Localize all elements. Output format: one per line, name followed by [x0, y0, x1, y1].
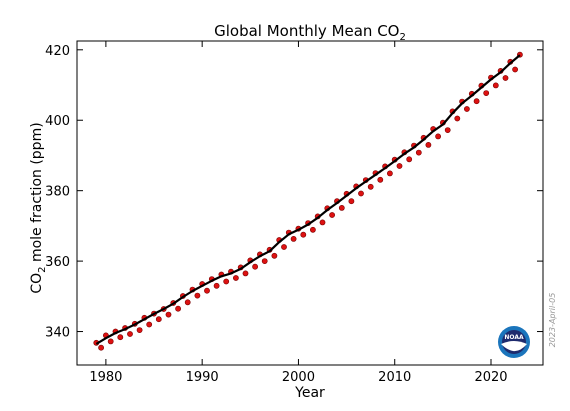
x-tick-label: 1990	[186, 370, 219, 385]
data-point	[348, 198, 355, 205]
data-point	[492, 82, 499, 89]
y-tick-label: 340	[45, 326, 70, 341]
data-point	[261, 258, 268, 264]
data-point	[184, 299, 191, 306]
data-point	[386, 170, 393, 177]
data-point	[223, 278, 230, 285]
data-point	[165, 311, 172, 318]
data-point	[329, 212, 335, 218]
data-point	[175, 305, 181, 312]
data-point	[396, 163, 403, 169]
noaa-logo-text: NOAA	[504, 334, 524, 341]
data-point	[204, 287, 210, 294]
data-point	[300, 231, 307, 238]
monthly-points	[93, 51, 523, 351]
chart-title: Global Monthly Mean CO2	[214, 22, 406, 43]
y-label-subscript: 2	[37, 267, 48, 273]
trend-line	[95, 54, 521, 345]
data-point	[271, 252, 278, 259]
data-point	[435, 133, 441, 140]
data-point	[319, 219, 326, 226]
data-point	[194, 292, 201, 299]
data-point	[358, 190, 364, 197]
x-tick-label: 2020	[474, 370, 507, 385]
noaa-logo-icon: NOAA	[498, 326, 530, 358]
data-point	[309, 226, 316, 233]
data-point	[252, 263, 258, 270]
data-point	[290, 235, 297, 242]
y-axis-label: CO2 mole fraction (ppm)	[29, 122, 48, 293]
data-point	[377, 176, 384, 183]
data-point	[117, 334, 124, 341]
y-tick-label: 380	[45, 185, 70, 200]
data-point	[338, 204, 345, 211]
data-point	[406, 156, 413, 163]
data-point	[502, 75, 509, 81]
data-point	[473, 98, 480, 105]
plot-frame	[76, 40, 544, 366]
data-point	[127, 331, 133, 337]
data-point	[512, 66, 518, 73]
data-point	[425, 141, 432, 148]
date-stamp: 2023-April-05	[548, 293, 557, 348]
data-point	[454, 115, 461, 122]
data-point	[415, 149, 422, 156]
x-tick-label: 1980	[89, 370, 122, 385]
data-point	[146, 321, 153, 328]
trend-layer	[95, 54, 521, 345]
data-point	[136, 327, 143, 333]
y-tick-label: 420	[45, 44, 70, 59]
x-tick-label: 2010	[378, 370, 411, 385]
data-point	[444, 127, 451, 134]
axis-ticks: 1980 1990 2000 2010 2020 340 360 380 400 420	[45, 41, 543, 385]
y-tick-label: 360	[45, 255, 70, 270]
data-point	[98, 344, 104, 351]
data-point	[483, 90, 490, 96]
x-tick-label: 2000	[282, 370, 315, 385]
data-point	[213, 282, 220, 289]
x-axis-label: Year	[294, 385, 325, 401]
y-tick-label: 400	[45, 114, 70, 129]
data-point	[155, 316, 162, 323]
title-subscript: 2	[400, 32, 406, 43]
data-point	[232, 275, 239, 281]
data-point	[463, 106, 470, 112]
data-point	[107, 338, 114, 345]
data-point	[281, 244, 287, 250]
data-point	[242, 270, 249, 277]
data-point	[367, 183, 374, 190]
